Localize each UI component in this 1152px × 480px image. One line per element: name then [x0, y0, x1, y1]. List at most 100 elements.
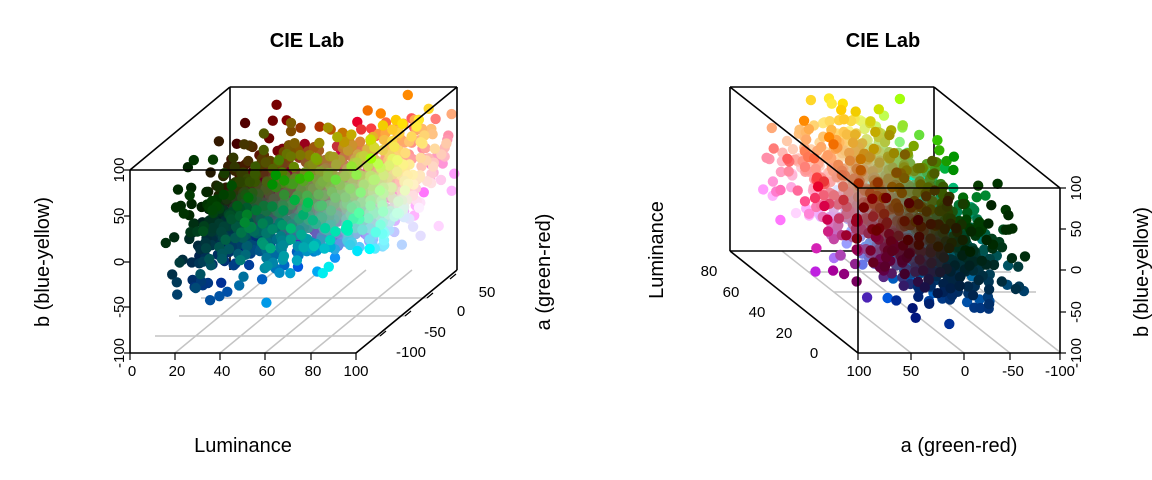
data-point — [320, 223, 331, 234]
data-point — [803, 208, 815, 219]
data-point — [961, 296, 973, 308]
x-tick-label: 40 — [214, 363, 231, 380]
data-point — [787, 144, 799, 155]
data-point — [996, 242, 1008, 253]
data-point — [983, 218, 994, 229]
data-point — [782, 153, 793, 164]
data-point — [429, 143, 440, 154]
data-point — [261, 297, 272, 308]
data-point — [921, 191, 932, 202]
data-point — [944, 318, 955, 330]
data-point — [188, 154, 199, 166]
data-point — [220, 234, 231, 245]
data-point — [888, 148, 900, 159]
data-point — [781, 135, 793, 147]
data-point — [868, 143, 879, 155]
data-point — [938, 252, 950, 263]
data-point — [205, 167, 216, 178]
data-point — [903, 198, 915, 209]
data-point — [870, 126, 881, 138]
data-point — [1019, 251, 1031, 262]
data-point — [400, 147, 411, 159]
data-point — [811, 243, 822, 254]
data-point — [393, 196, 404, 207]
data-point — [207, 205, 218, 216]
data-point — [353, 207, 365, 219]
data-point — [910, 312, 921, 323]
z-tick-label: 100 — [111, 157, 128, 182]
data-point — [236, 227, 247, 238]
data-point — [207, 154, 219, 165]
x-tick-label: 100 — [343, 363, 368, 380]
data-point — [903, 248, 915, 259]
data-point — [289, 194, 300, 206]
data-point — [775, 214, 786, 226]
data-point — [289, 138, 300, 149]
data-point — [365, 200, 376, 211]
data-point — [296, 229, 307, 240]
y-axis — [379, 273, 457, 337]
data-point — [833, 213, 845, 224]
data-point — [342, 219, 353, 231]
data-point — [894, 136, 905, 148]
data-point — [204, 295, 216, 306]
data-point — [313, 189, 324, 200]
data-point — [810, 163, 821, 175]
data-point — [983, 284, 995, 295]
data-point — [357, 224, 368, 235]
data-point — [899, 172, 910, 184]
data-point — [174, 257, 185, 268]
y-tick-label: 20 — [776, 325, 793, 342]
data-point — [851, 276, 862, 287]
data-point — [1010, 283, 1021, 295]
z-tick-label: -100 — [1068, 338, 1085, 368]
z-tick-label: 100 — [1068, 175, 1085, 200]
data-point — [411, 121, 422, 132]
data-point — [377, 206, 389, 217]
data-point — [314, 121, 325, 132]
data-point — [799, 161, 811, 173]
z-tick-label: 0 — [111, 258, 128, 266]
data-point — [879, 261, 891, 272]
data-point — [430, 113, 441, 125]
data-point — [973, 226, 984, 238]
data-point — [910, 266, 921, 277]
data-point — [851, 244, 862, 255]
data-point — [218, 189, 229, 200]
data-point — [818, 190, 829, 201]
data-point — [267, 179, 278, 190]
y-axis-title: a (green-red) — [533, 214, 555, 331]
data-point — [992, 178, 1003, 189]
data-point — [222, 286, 233, 297]
data-point — [841, 129, 852, 140]
data-point — [986, 200, 997, 211]
data-point — [258, 144, 269, 156]
data-point — [855, 165, 866, 176]
data-point — [285, 126, 297, 137]
data-point — [344, 239, 356, 251]
y-tick-label: 50 — [479, 284, 496, 301]
data-point — [267, 115, 278, 126]
data-point — [396, 239, 408, 250]
data-point — [172, 184, 184, 195]
data-point — [844, 147, 855, 159]
data-point — [427, 161, 439, 172]
data-point — [962, 281, 974, 292]
data-point — [847, 137, 859, 148]
data-point — [407, 221, 419, 232]
data-point — [226, 214, 237, 225]
data-point — [783, 166, 794, 177]
data-point — [929, 185, 940, 196]
data-point — [260, 157, 271, 168]
data-point — [944, 243, 955, 254]
data-point — [234, 280, 245, 291]
data-point — [279, 175, 290, 186]
data-point — [838, 194, 849, 206]
data-point — [244, 176, 255, 188]
data-point — [257, 218, 268, 229]
data-point — [339, 171, 350, 182]
data-point — [316, 212, 328, 223]
data-point — [374, 185, 386, 196]
z-tick-label: 0 — [1068, 266, 1085, 274]
data-point — [258, 200, 270, 211]
